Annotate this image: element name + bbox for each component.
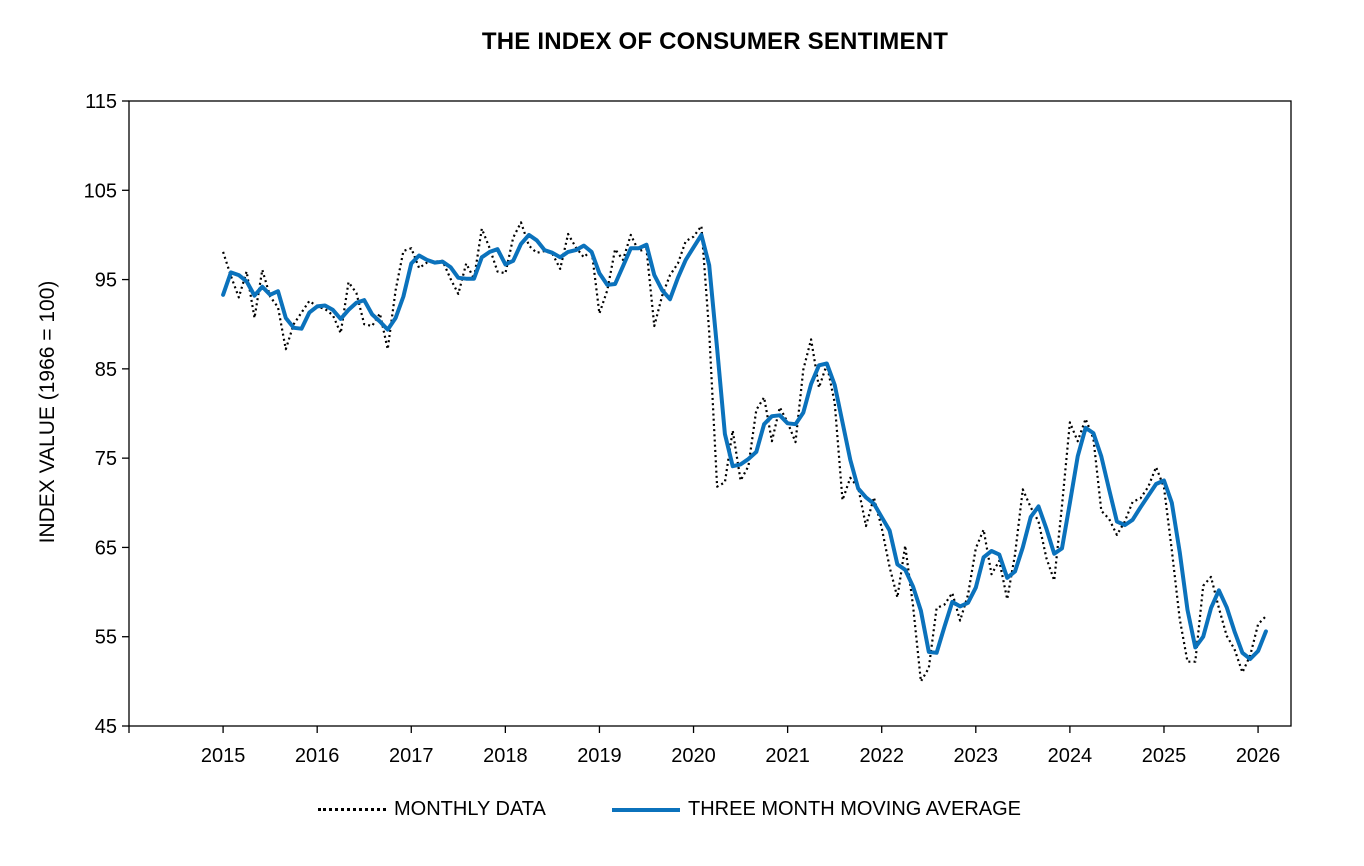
plot-frame bbox=[128, 100, 1292, 727]
x-tick-label: 2018 bbox=[483, 745, 528, 767]
y-tick-label: 55 bbox=[95, 627, 117, 649]
x-tick-label: 2024 bbox=[1048, 745, 1093, 767]
series-line-three-month-moving-average bbox=[221, 232, 1268, 661]
x-tick-label: 2015 bbox=[201, 745, 246, 767]
legend-item-monthly-data: MONTHLY DATA bbox=[318, 798, 546, 821]
y-tick-label: 105 bbox=[84, 180, 117, 202]
legend-swatch-dotted bbox=[318, 808, 386, 811]
x-tick-label: 2017 bbox=[389, 745, 434, 767]
x-tick-label: 2020 bbox=[671, 745, 716, 767]
x-tick-label: 2021 bbox=[765, 745, 810, 767]
y-tick-label: 45 bbox=[95, 716, 117, 738]
x-axis-ticks: 2015 2016 2017 2018 2019 2020 2021 2022 2023 2024… bbox=[128, 726, 1281, 767]
x-tick-label: 2023 bbox=[954, 745, 999, 767]
y-tick-label: 65 bbox=[95, 537, 117, 559]
legend-item-moving-average: THREE MONTH MOVING AVERAGE bbox=[612, 798, 1021, 821]
legend-label-monthly: MONTHLY DATA bbox=[394, 798, 546, 820]
y-tick-label: 115 bbox=[85, 91, 117, 113]
y-tick-label: 75 bbox=[95, 448, 117, 470]
legend-label-moving-average: THREE MONTH MOVING AVERAGE bbox=[688, 798, 1021, 820]
x-tick-label: 2016 bbox=[295, 745, 340, 767]
x-tick-label: 2019 bbox=[577, 745, 622, 767]
x-tick-label: 2025 bbox=[1142, 745, 1187, 767]
y-tick-label: 85 bbox=[95, 359, 117, 381]
y-tick-label: 95 bbox=[95, 270, 117, 292]
y-axis-ticks: 45 55 65 75 85 95 105 115 bbox=[84, 91, 129, 738]
x-tick-label: 2026 bbox=[1236, 745, 1281, 767]
legend-swatch-solid bbox=[612, 807, 680, 812]
x-tick-label: 2022 bbox=[859, 745, 904, 767]
series-line-monthly-data bbox=[222, 221, 1267, 683]
chart-title: THE INDEX OF CONSUMER SENTIMENT bbox=[481, 28, 949, 55]
